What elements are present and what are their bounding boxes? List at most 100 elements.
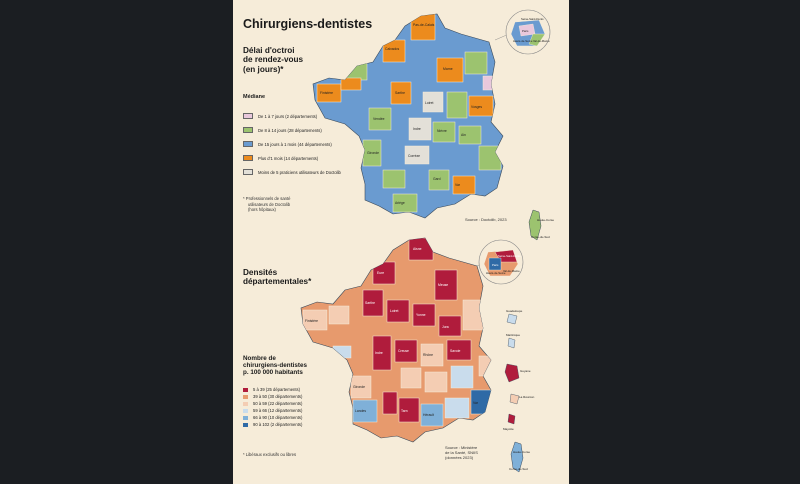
legend-label: 90 à 102 (2 départements) xyxy=(253,422,303,427)
svg-text:Loiret: Loiret xyxy=(390,309,399,313)
legend-swatch xyxy=(243,155,253,161)
map2-legend-item: 66 à 90 (10 départements) xyxy=(243,415,302,420)
source-line: de la Santé, SNIIS xyxy=(445,450,478,456)
map1-legend-subheading: Médiane xyxy=(243,94,266,100)
legend-swatch xyxy=(243,387,248,392)
footnote-line: (hors hôpitaux) xyxy=(248,207,276,213)
legend-label: De 8 à 14 jours (28 départements) xyxy=(258,127,322,133)
map2-legend-item: 5 à 39 (25 départements) xyxy=(243,387,300,392)
svg-text:Yonne: Yonne xyxy=(416,313,426,317)
map1-legend-item: Plus d'1 mois (14 départements) xyxy=(243,155,318,161)
map2-legend-item: 90 à 102 (2 départements) xyxy=(243,422,302,427)
map1-legend-item: De 1 à 7 jours (2 départements) xyxy=(243,113,317,119)
map1-legend-item: De 8 à 14 jours (28 départements) xyxy=(243,127,322,133)
svg-text:Ariège: Ariège xyxy=(395,201,405,205)
source-line: Source : Ministère xyxy=(445,445,478,450)
legend-label: Moins de 5 praticiens utilisateurs de Do… xyxy=(258,169,341,175)
svg-text:Corrèze: Corrèze xyxy=(408,154,420,158)
map2-department-labels: Aisne Eure Meuse Finistère Sarthe Loiret… xyxy=(305,247,479,417)
map1-legend-item: De 15 jours à 1 mois (44 départements) xyxy=(243,141,332,147)
svg-text:Var: Var xyxy=(455,183,461,187)
map1-heading-line: Délai d'octroi xyxy=(243,46,295,55)
inset-label: Val-de-Marne xyxy=(503,269,520,273)
svg-text:Aisne: Aisne xyxy=(413,247,422,251)
svg-text:Creuse: Creuse xyxy=(398,349,409,353)
svg-text:Marne: Marne xyxy=(443,67,453,71)
svg-text:Eure: Eure xyxy=(377,271,384,275)
map1-heading-line: de rendez-vous xyxy=(243,55,304,65)
legend-label: Plus d'1 mois (14 départements) xyxy=(258,155,319,161)
map2-france: Aisne Eure Meuse Finistère Sarthe Loiret… xyxy=(300,237,535,473)
svg-text:Gironde: Gironde xyxy=(367,151,379,155)
map2-legend-item: 59 à 66 (12 départements) xyxy=(243,408,302,413)
svg-text:Calvados: Calvados xyxy=(385,47,399,51)
map1-france: Pas-de-Calais Calvados Marne Finistère S… xyxy=(312,9,554,241)
legend-swatch xyxy=(243,169,253,175)
legend-label: 5 à 39 (25 départements) xyxy=(253,387,301,392)
inset-label: Paris xyxy=(492,263,499,267)
legend-swatch xyxy=(243,127,253,133)
map2-overseas: Guadeloupe Martinique Guyane La Réunion … xyxy=(503,309,535,431)
overseas-label: Guadeloupe xyxy=(506,309,523,313)
svg-text:Landes: Landes xyxy=(355,409,366,413)
corse-label: Corse-du-Sud xyxy=(509,467,528,471)
legend-swatch xyxy=(243,422,248,427)
svg-text:Finistère: Finistère xyxy=(320,91,333,95)
legend-swatch xyxy=(243,394,248,399)
svg-text:Ain: Ain xyxy=(461,133,466,137)
svg-text:Pas-de-Calais: Pas-de-Calais xyxy=(413,23,435,27)
legend-label: 39 à 50 (30 départements) xyxy=(253,394,303,399)
corse-label: Haute-Corse xyxy=(537,218,554,222)
svg-text:Nièvre: Nièvre xyxy=(437,129,447,133)
overseas-label: Guyane xyxy=(520,369,531,373)
legend-title-line: chirurgiens-dentistes xyxy=(243,362,308,370)
inset-label: Paris xyxy=(522,29,529,33)
legend-label: De 15 jours à 1 mois (44 départements) xyxy=(258,141,332,147)
map2-legend-item: 39 à 50 (30 départements) xyxy=(243,394,302,399)
map2-footnote: * Libéraux exclusifs ou libres xyxy=(243,452,297,457)
inset-label: Hauts-de-Seine xyxy=(513,39,533,43)
svg-text:Sarthe: Sarthe xyxy=(395,91,405,95)
map2-paris-inset: Seine-Saint-Denis Paris Val-de-Marne Hau… xyxy=(476,239,524,285)
overseas-label: Martinique xyxy=(506,333,520,337)
legend-label: 66 à 90 (10 départements) xyxy=(253,415,303,420)
map1-footnote: * Professionnels de santé utilisateurs d… xyxy=(243,196,291,213)
map2-heading: Densités départementales* xyxy=(243,268,311,287)
svg-text:Rhône: Rhône xyxy=(423,353,433,357)
corse-label: Corse-du-Sud xyxy=(531,235,550,239)
svg-text:Loiret: Loiret xyxy=(425,101,434,105)
map2-source: Source : Ministère de la Santé, SNIIS (d… xyxy=(445,445,478,461)
map1-legend-item: Moins de 5 praticiens utilisateurs de Do… xyxy=(243,169,341,175)
inset-label: Seine-Saint-Denis xyxy=(498,254,521,258)
map2-corse: Haute-Corse Corse-du-Sud xyxy=(509,441,530,473)
map2-heading-line: départementales* xyxy=(243,277,312,287)
maps-canvas: Pas-de-Calais Calvados Marne Finistère S… xyxy=(300,9,554,473)
svg-text:Hérault: Hérault xyxy=(423,413,434,417)
legend-swatch xyxy=(243,408,248,413)
svg-text:Var: Var xyxy=(473,401,479,405)
legend-title-line: Nombre de xyxy=(243,355,276,362)
svg-text:Finistère: Finistère xyxy=(305,319,318,323)
map2-heading-line: Densités xyxy=(243,268,278,277)
legend-title-line: p. 100 000 habitants xyxy=(243,369,303,377)
svg-text:Gironde: Gironde xyxy=(353,385,365,389)
map2-legend-title: Nombre de chirurgiens-dentistes p. 100 0… xyxy=(243,355,307,377)
corse-label: Haute-Corse xyxy=(513,450,530,454)
legend-swatch xyxy=(243,401,248,406)
svg-text:Savoie: Savoie xyxy=(450,349,460,353)
inset-label: Seine-Saint-Denis xyxy=(521,17,544,21)
svg-text:Meuse: Meuse xyxy=(438,283,448,287)
legend-swatch xyxy=(243,141,253,147)
map1-source: Source : Doctolib, 2023 xyxy=(465,217,507,222)
source-line: (données 2023) xyxy=(445,455,474,461)
svg-text:Tarn: Tarn xyxy=(401,409,408,413)
legend-label: 50 à 59 (22 départements) xyxy=(253,401,303,406)
svg-text:Vosges: Vosges xyxy=(471,105,482,109)
map1-paris-inset: Seine-Saint-Denis Paris Val-de-Marne Hau… xyxy=(494,9,551,55)
legend-swatch xyxy=(243,113,253,119)
svg-text:Indre: Indre xyxy=(375,351,383,355)
page-title: Chirurgiens-dentistes xyxy=(243,17,373,31)
map2-departments xyxy=(302,238,491,427)
svg-text:Indre: Indre xyxy=(413,127,421,131)
overseas-label: Mayotte xyxy=(503,427,514,431)
